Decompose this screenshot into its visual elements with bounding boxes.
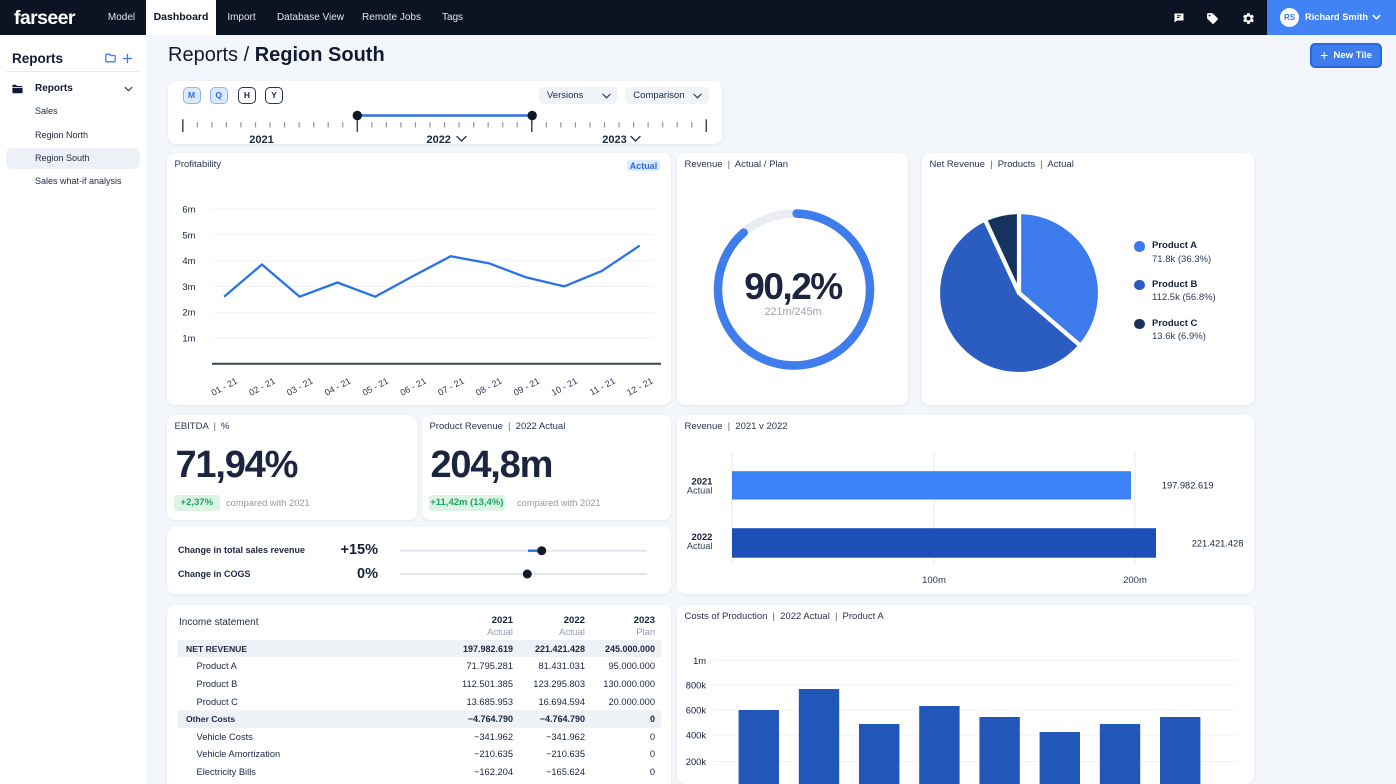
- svg-text:1m: 1m: [693, 655, 706, 666]
- svg-text:2023: 2023: [602, 134, 626, 144]
- svg-text:2022: 2022: [426, 134, 450, 144]
- svg-text:100m: 100m: [922, 575, 946, 586]
- svg-text:02 - 21: 02 - 21: [247, 376, 276, 398]
- svg-text:2021: 2021: [692, 476, 713, 487]
- svg-text:800k: 800k: [686, 680, 707, 691]
- svg-text:200k: 200k: [686, 756, 707, 767]
- svg-text:3m: 3m: [182, 281, 195, 292]
- svg-text:07 - 21: 07 - 21: [436, 376, 465, 398]
- svg-text:09 - 21: 09 - 21: [512, 376, 541, 398]
- svg-text:11 - 21: 11 - 21: [588, 376, 617, 398]
- svg-text:01 - 21: 01 - 21: [210, 376, 239, 398]
- svg-text:4m: 4m: [182, 255, 195, 266]
- svg-text:04 - 21: 04 - 21: [323, 376, 352, 398]
- svg-text:12 - 21: 12 - 21: [625, 376, 654, 398]
- svg-text:6m: 6m: [182, 204, 195, 215]
- svg-text:600k: 600k: [686, 705, 707, 716]
- svg-text:5m: 5m: [182, 229, 195, 240]
- svg-text:200m: 200m: [1123, 575, 1147, 586]
- svg-text:221m/245m: 221m/245m: [764, 306, 821, 318]
- svg-text:10 - 21: 10 - 21: [550, 376, 579, 398]
- svg-text:197.982.619: 197.982.619: [1162, 481, 1214, 491]
- svg-text:2021: 2021: [249, 134, 273, 144]
- svg-text:Actual: Actual: [687, 541, 713, 551]
- svg-text:05 - 21: 05 - 21: [361, 376, 390, 398]
- svg-text:221.421.428: 221.421.428: [1192, 539, 1244, 549]
- svg-text:Actual: Actual: [687, 486, 713, 496]
- svg-text:2m: 2m: [182, 307, 195, 318]
- svg-text:03 - 21: 03 - 21: [285, 376, 314, 398]
- svg-text:08 - 21: 08 - 21: [474, 376, 503, 398]
- svg-text:2022: 2022: [692, 531, 713, 542]
- svg-text:400k: 400k: [686, 730, 707, 741]
- svg-text:90,2%: 90,2%: [744, 266, 842, 307]
- svg-text:06 - 21: 06 - 21: [398, 376, 427, 398]
- svg-text:1m: 1m: [182, 333, 195, 344]
